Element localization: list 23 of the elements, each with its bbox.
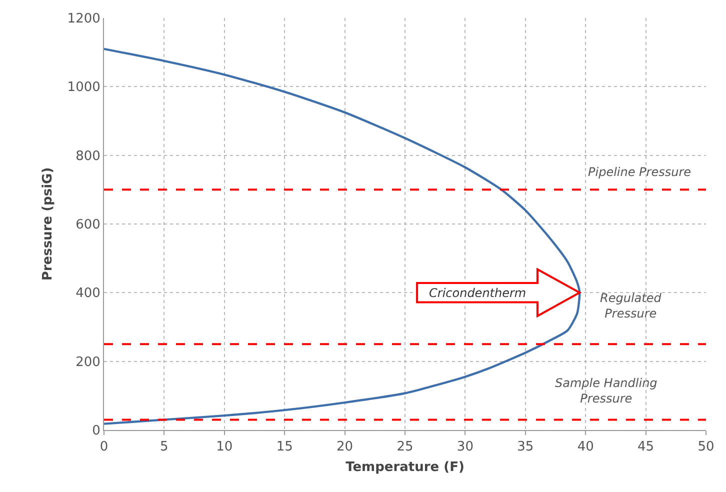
x-tick-label: 20 xyxy=(336,440,354,455)
x-tick-label: 50 xyxy=(698,440,714,455)
y-tick-label: 200 xyxy=(76,354,100,370)
x-tick-label: 30 xyxy=(456,440,474,455)
x-tick-label: 5 xyxy=(160,440,168,455)
y-tick-label: 600 xyxy=(76,218,100,233)
y-tick-label: 1200 xyxy=(67,12,100,27)
y-axis-title: Pressure (psiG) xyxy=(40,167,56,281)
x-tick-label: 25 xyxy=(396,440,414,455)
annotation: Cricondentherm xyxy=(429,286,526,300)
x-tick-label: 45 xyxy=(638,440,654,455)
y-tick-label: 800 xyxy=(76,148,100,164)
x-tick-label: 10 xyxy=(216,440,233,455)
annotation: Regulated Pressure xyxy=(600,291,662,321)
y-tick-label: 400 xyxy=(76,286,100,302)
y-tick-label: 0 xyxy=(92,424,100,439)
y-tick-label: 1000 xyxy=(67,80,100,96)
x-tick-label: 40 xyxy=(577,440,594,455)
x-axis-title: Temperature (F) xyxy=(346,460,464,476)
ref-line-label: Pipeline Pressure xyxy=(588,165,692,179)
x-tick-label: 15 xyxy=(276,440,293,455)
x-tick-label: 35 xyxy=(517,440,534,455)
annotation: Sample Handling Pressure xyxy=(555,376,658,406)
